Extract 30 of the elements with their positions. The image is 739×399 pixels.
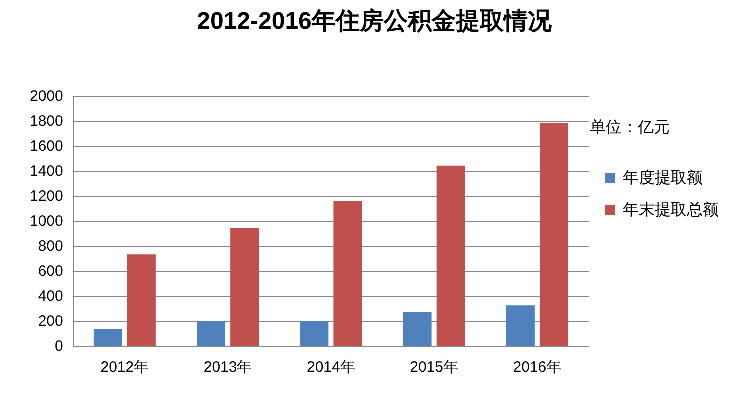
x-tick-label: 2014年 (306, 359, 356, 376)
y-tick-label: 1400 (30, 163, 64, 180)
y-tick-label: 1600 (30, 138, 64, 155)
y-tick-label: 1800 (30, 112, 64, 130)
y-tick-label: 0 (55, 338, 64, 356)
x-tick-label: 2012年 (100, 359, 150, 376)
y-tick-label: 2000 (30, 88, 64, 105)
bar (403, 312, 432, 346)
bar (127, 254, 156, 346)
x-tick-label: 2016年 (513, 359, 562, 376)
bar (436, 166, 466, 346)
y-tick-label: 400 (38, 288, 64, 306)
bar (334, 201, 362, 346)
x-tick-label: 2015年 (410, 359, 458, 376)
bar (506, 306, 535, 346)
y-tick-label: 600 (38, 263, 64, 280)
legend-label: 年度提取额 (623, 168, 703, 187)
x-tick-label: 2013年 (204, 359, 252, 376)
bar (197, 321, 226, 346)
bar (230, 228, 260, 346)
chart-title: 2012-2016年住房公积金提取情况 (197, 8, 553, 36)
y-tick-label: 200 (38, 313, 64, 330)
bar (300, 321, 329, 346)
legend-label: 年末提取总额 (623, 200, 719, 219)
y-tick-label: 800 (38, 238, 64, 256)
y-tick-label: 1200 (30, 188, 64, 206)
y-tick-label: 1000 (30, 213, 64, 230)
bar (94, 329, 122, 346)
text: 单位：亿元 (590, 118, 670, 136)
bar (540, 123, 568, 346)
